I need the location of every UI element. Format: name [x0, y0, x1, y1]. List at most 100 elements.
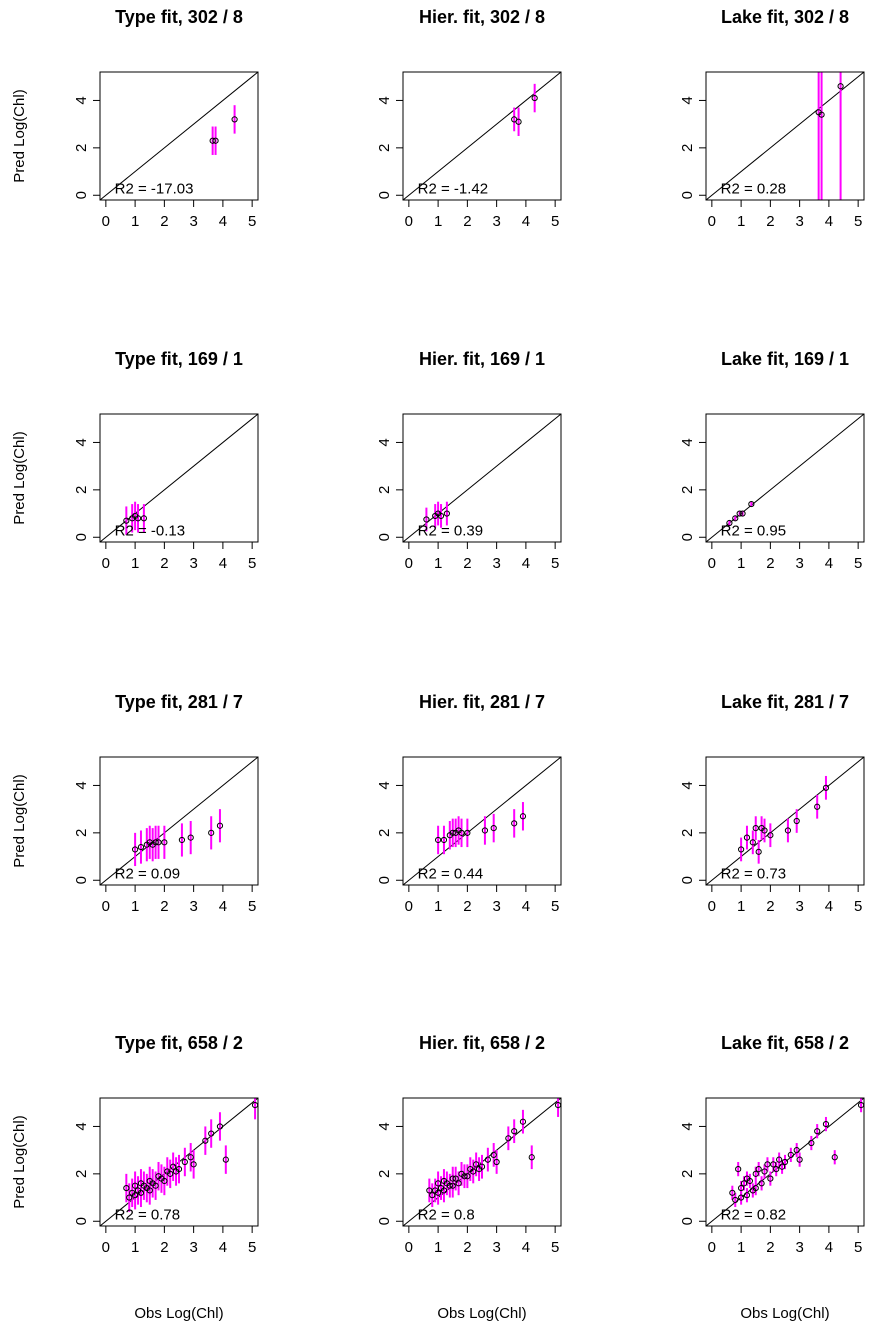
point — [187, 1154, 194, 1161]
x-tick-label: 0 — [708, 213, 716, 230]
x-tick-label: 3 — [795, 1239, 803, 1256]
y-tick-label: 4 — [376, 96, 393, 104]
x-tick-label: 4 — [522, 1239, 530, 1256]
reference-line — [706, 72, 864, 200]
point — [726, 519, 733, 527]
y-tick-label: 4 — [679, 1122, 696, 1130]
point — [484, 1156, 491, 1163]
annotation: R2 = 0.09 — [115, 865, 180, 882]
y-tick-label: 4 — [73, 781, 90, 789]
x-tick-label: 1 — [434, 555, 442, 572]
plot-frame — [99, 756, 259, 886]
x-tick-label: 0 — [708, 555, 716, 572]
point — [490, 825, 497, 832]
annotation: R2 = -1.42 — [418, 180, 488, 197]
point — [511, 820, 518, 827]
x-tick-label: 2 — [766, 898, 774, 915]
panel: Hier. fit, 658 / 2 0 1 2 3 4 5 0 2 4 R2 = 0.8 Obs L… — [376, 1033, 562, 1322]
reference-line — [403, 757, 561, 885]
point — [755, 1166, 762, 1173]
x-tick-label: 5 — [248, 213, 256, 230]
x-tick-label: 0 — [405, 213, 413, 230]
chart-title: Lake fit, 281 / 7 — [721, 692, 849, 712]
plot-frame — [99, 1097, 259, 1227]
plot-frame — [402, 756, 562, 886]
x-tick-label: 0 — [708, 898, 716, 915]
x-tick-label: 0 — [102, 213, 110, 230]
x-tick-label: 0 — [405, 555, 413, 572]
point — [519, 813, 527, 820]
x-tick-label: 0 — [405, 1239, 413, 1256]
x-tick-label: 5 — [248, 898, 256, 915]
point — [181, 1158, 188, 1166]
point — [831, 1154, 838, 1161]
y-tick-label: 4 — [376, 1122, 393, 1130]
point — [161, 839, 168, 846]
plot-frame — [705, 1097, 865, 1227]
y-tick-label: 4 — [73, 96, 90, 104]
point — [426, 1187, 433, 1194]
point — [175, 1166, 183, 1173]
x-tick-label: 2 — [160, 898, 168, 915]
x-tick-label: 1 — [737, 555, 745, 572]
point — [752, 1184, 759, 1192]
chart-title: Hier. fit, 281 / 7 — [419, 692, 545, 712]
panel: Lake fit, 169 / 1 0 1 2 3 4 5 0 2 4 R2 = 0.95 — [679, 349, 865, 572]
point — [461, 1173, 468, 1180]
x-axis-label: Obs Log(Chl) — [740, 1305, 829, 1322]
x-tick-label: 2 — [160, 555, 168, 572]
point — [208, 829, 215, 836]
y-tick-label: 0 — [73, 1217, 90, 1225]
point — [170, 1163, 177, 1170]
point — [738, 1184, 745, 1192]
point — [531, 94, 538, 102]
x-tick-label: 4 — [219, 898, 227, 915]
point — [738, 1194, 745, 1201]
x-tick-label: 2 — [160, 213, 168, 230]
y-tick-label: 2 — [73, 829, 90, 837]
point — [493, 1158, 500, 1166]
point — [767, 832, 774, 839]
point — [814, 803, 821, 810]
point — [455, 1180, 462, 1187]
x-tick-label: 4 — [825, 898, 833, 915]
point — [161, 1177, 168, 1185]
x-tick-label: 2 — [766, 1239, 774, 1256]
chart-title: Type fit, 658 / 2 — [115, 1033, 243, 1053]
point — [743, 1192, 751, 1199]
y-tick-label: 4 — [679, 438, 696, 446]
point — [132, 1192, 139, 1199]
point — [822, 784, 830, 791]
y-tick-label: 4 — [73, 1122, 90, 1130]
point — [134, 515, 142, 522]
plot-frame — [705, 413, 865, 543]
y-axis-label: Pred Log(Chl) — [11, 1115, 28, 1208]
x-tick-label: 2 — [463, 213, 471, 230]
x-tick-label: 1 — [131, 213, 139, 230]
point — [187, 834, 194, 841]
y-axis-label: Pred Log(Chl) — [11, 89, 28, 182]
reference-line — [706, 414, 864, 542]
point — [784, 827, 792, 834]
y-tick-label: 4 — [73, 438, 90, 446]
point — [231, 116, 238, 123]
point — [449, 829, 456, 836]
point — [449, 1175, 456, 1182]
point — [738, 846, 745, 853]
x-tick-label: 4 — [219, 555, 227, 572]
point — [746, 1177, 753, 1185]
y-tick-label: 0 — [376, 1217, 393, 1225]
y-tick-label: 2 — [679, 144, 696, 152]
x-tick-label: 4 — [219, 213, 227, 230]
y-tick-label: 2 — [376, 1170, 393, 1178]
point — [216, 822, 224, 829]
point — [736, 510, 743, 517]
annotation: R2 = 0.8 — [418, 1206, 475, 1223]
point — [178, 836, 186, 844]
point — [743, 834, 751, 841]
x-tick-label: 3 — [492, 555, 500, 572]
point — [761, 1168, 768, 1175]
point — [740, 1180, 748, 1187]
x-tick-label: 5 — [551, 213, 559, 230]
point — [152, 1182, 159, 1189]
